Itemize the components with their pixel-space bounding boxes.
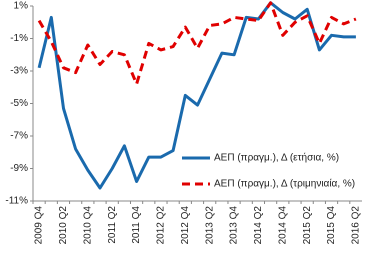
x-tick-label: 2013 Q2: [204, 206, 215, 245]
legend-label: ΑΕΠ (πραγμ.), Δ (τριμηνιαία, %): [214, 178, 355, 190]
y-tick-label: -5%: [10, 98, 28, 109]
series-line: [37, 1, 356, 190]
y-tick-label: -3%: [10, 66, 28, 77]
y-tick-label: 1%: [14, 1, 29, 12]
x-tick-label: 2013 Q4: [229, 206, 240, 245]
x-tick-label: 2014 Q4: [277, 206, 288, 245]
y-tick-label: -11%: [5, 196, 28, 207]
x-tick-label: 2016 Q2: [351, 206, 362, 245]
x-tick-label: 2010 Q4: [82, 206, 93, 245]
series-line: [37, 1, 357, 86]
y-tick-label: -7%: [10, 131, 28, 142]
x-tick-label: 2012 Q2: [156, 206, 167, 245]
legend-label: ΑΕΠ (πραγμ.), Δ (ετήσια, %): [214, 152, 339, 164]
x-tick-label: 2010 Q2: [58, 206, 69, 245]
x-tick-label: 2011 Q4: [131, 206, 142, 244]
x-tick-label: 2009 Q4: [34, 206, 45, 245]
y-tick-label: -1%: [10, 33, 28, 44]
y-tick-label: -9%: [10, 163, 28, 174]
x-tick-label: 2015 Q4: [326, 206, 337, 245]
x-tick-label: 2011 Q2: [107, 206, 118, 244]
x-tick-label: 2014 Q2: [253, 206, 264, 245]
x-tick-label: 2012 Q4: [180, 206, 191, 245]
x-tick-label: 2015 Q2: [302, 206, 313, 245]
